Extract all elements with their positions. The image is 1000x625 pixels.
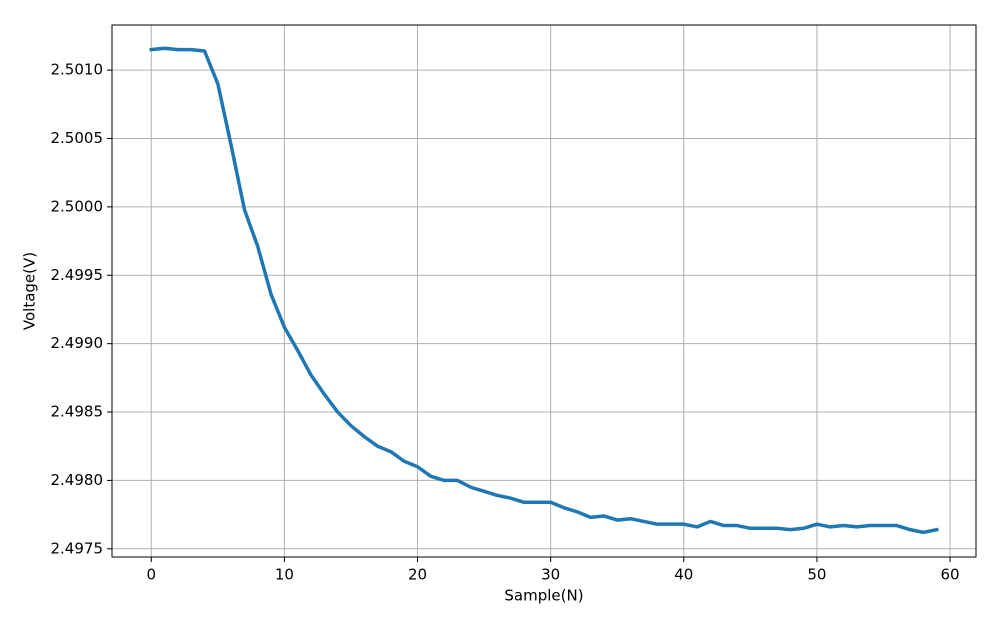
x-tick-label: 50 <box>807 566 826 584</box>
y-tick-label: 2.4985 <box>51 403 104 421</box>
x-tick-label: 40 <box>674 566 693 584</box>
x-tick-label: 60 <box>940 566 959 584</box>
data-line <box>149 46 939 535</box>
x-axis-label: Sample(N) <box>504 587 583 605</box>
y-tick-label: 2.4990 <box>51 334 104 352</box>
x-tick-label: 20 <box>408 566 427 584</box>
y-tick-label: 2.4980 <box>51 471 104 489</box>
y-tick-label: 2.5005 <box>51 129 104 147</box>
y-tick-label: 2.5000 <box>51 197 104 215</box>
y-tick-label: 2.4995 <box>51 266 104 284</box>
y-tick-label: 2.4975 <box>51 539 104 557</box>
x-tick-label: 30 <box>541 566 560 584</box>
x-tick-label: 10 <box>275 566 294 584</box>
y-tick-label: 2.5010 <box>51 61 104 79</box>
plot-frame <box>111 24 977 558</box>
y-axis-label: Voltage(V) <box>21 252 39 330</box>
x-tick-label: 0 <box>146 566 156 584</box>
